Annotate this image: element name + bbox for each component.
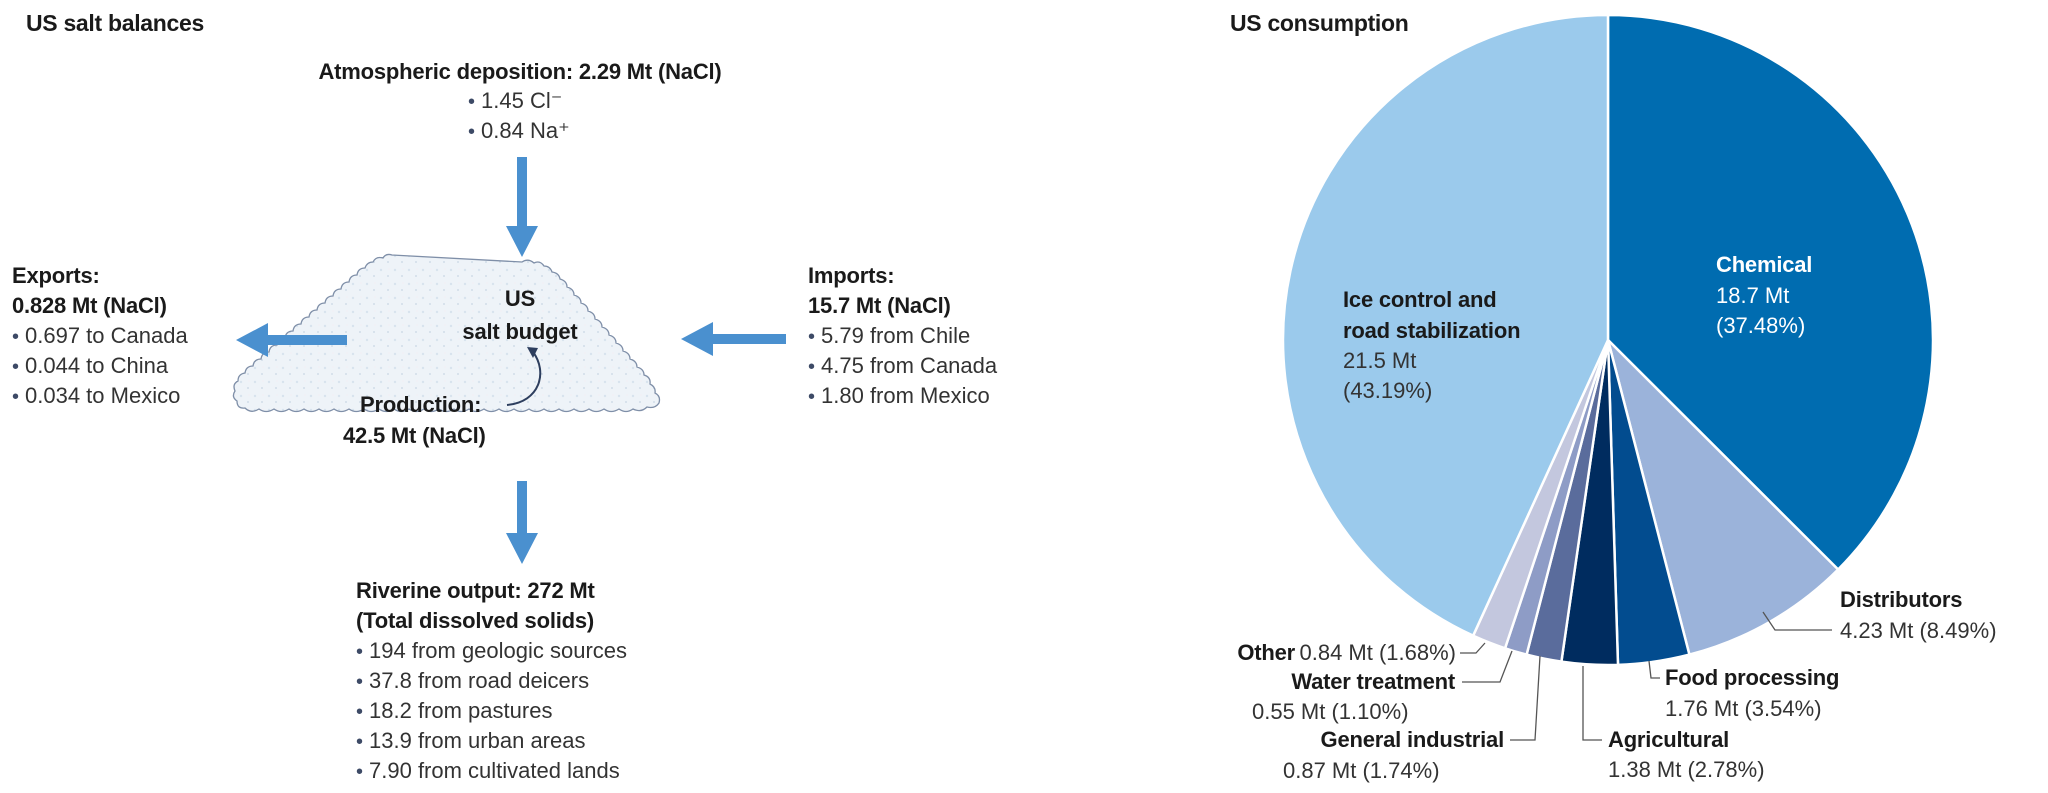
exports-item-canada: 0.697 to Canada [12, 321, 188, 352]
slice-value-food-processing: 1.76 Mt (3.54%) [1665, 696, 1822, 721]
arrow-left-exports-icon [236, 323, 347, 357]
slice-label-ice-control-line1: Ice control and [1343, 287, 1497, 312]
slice-value-agricultural: 1.38 Mt (2.78%) [1608, 757, 1765, 782]
imports-item-mexico: 1.80 from Mexico [808, 381, 990, 412]
slice-label-food-processing: Food processing [1665, 665, 1840, 690]
riverine-item-geologic: 194 from geologic sources [356, 636, 627, 667]
arrow-left-imports-icon [681, 322, 786, 356]
exports-title: Exports: [12, 263, 100, 288]
slice-label-chemical: Chemical [1716, 252, 1813, 277]
exports-value: 0.828 Mt (NaCl) [12, 293, 167, 318]
slice-label-water-treatment: Water treatment [1291, 669, 1455, 694]
exports-item-china: 0.044 to China [12, 351, 168, 382]
salt-balances-title: US salt balances [26, 10, 205, 36]
riverine-item-cultivated: 7.90 from cultivated lands [356, 756, 620, 787]
slice-value-water-treatment: 0.55 Mt (1.10%) [1252, 699, 1409, 724]
slice-name-other: Other [1237, 640, 1296, 665]
budget-us-label: US [504, 286, 536, 311]
riverine-item-road-deicers: 37.8 from road deicers [356, 666, 589, 697]
riverine-item-pastures: 18.2 from pastures [356, 696, 552, 727]
atmospheric-item-cl: 1.45 Cl⁻ [468, 86, 562, 117]
slice-value-chemical: 18.7 Mt [1716, 283, 1790, 308]
consumption-title: US consumption [1230, 10, 1409, 36]
imports-item-canada: 4.75 from Canada [808, 351, 997, 382]
imports-title: Imports: [808, 263, 895, 288]
arrow-down-riverine-icon [506, 481, 538, 564]
production-label: Production: [360, 392, 482, 417]
pie-slice-ice-control-and-road-stabilization [1281, 13, 1610, 637]
salt-pile-icon [232, 253, 661, 413]
production-value: 42.5 Mt (NaCl) [343, 423, 486, 448]
atmospheric-deposition-title: Atmospheric deposition: 2.29 Mt (NaCl) [318, 59, 722, 84]
slice-value-general-industrial: 0.87 Mt (1.74%) [1283, 758, 1440, 783]
riverine-item-urban: 13.9 from urban areas [356, 726, 585, 757]
slice-value-other: 0.84 Mt (1.68%) [1299, 640, 1456, 665]
slice-value-ice-control: 21.5 Mt [1343, 348, 1417, 373]
pie-slice-chemical [1606, 13, 1935, 571]
slice-percent-ice-control: (43.19%) [1343, 378, 1433, 403]
budget-salt-label: salt budget [462, 319, 578, 344]
imports-item-chile: 5.79 from Chile [808, 321, 970, 352]
slice-label-general-industrial: General industrial [1320, 727, 1505, 752]
arrow-down-atmospheric-icon [506, 157, 538, 257]
exports-item-mexico: 0.034 to Mexico [12, 381, 180, 412]
atmospheric-item-na: 0.84 Na⁺ [468, 116, 570, 147]
imports-value: 15.7 Mt (NaCl) [808, 293, 951, 318]
slice-label-distributors: Distributors [1840, 587, 1963, 612]
slice-label-other: Other 0.84 Mt (1.68%) [1200, 638, 1456, 668]
slice-percent-chemical: (37.48%) [1716, 313, 1806, 338]
slice-value-distributors: 4.23 Mt (8.49%) [1840, 618, 1997, 643]
slice-label-agricultural: Agricultural [1608, 727, 1730, 752]
production-cycle-arrow-icon [506, 347, 542, 406]
slice-label-ice-control-line2: road stabilization [1343, 318, 1521, 343]
riverine-subtitle: (Total dissolved solids) [356, 608, 595, 633]
riverine-title: Riverine output: 272 Mt [356, 578, 595, 603]
